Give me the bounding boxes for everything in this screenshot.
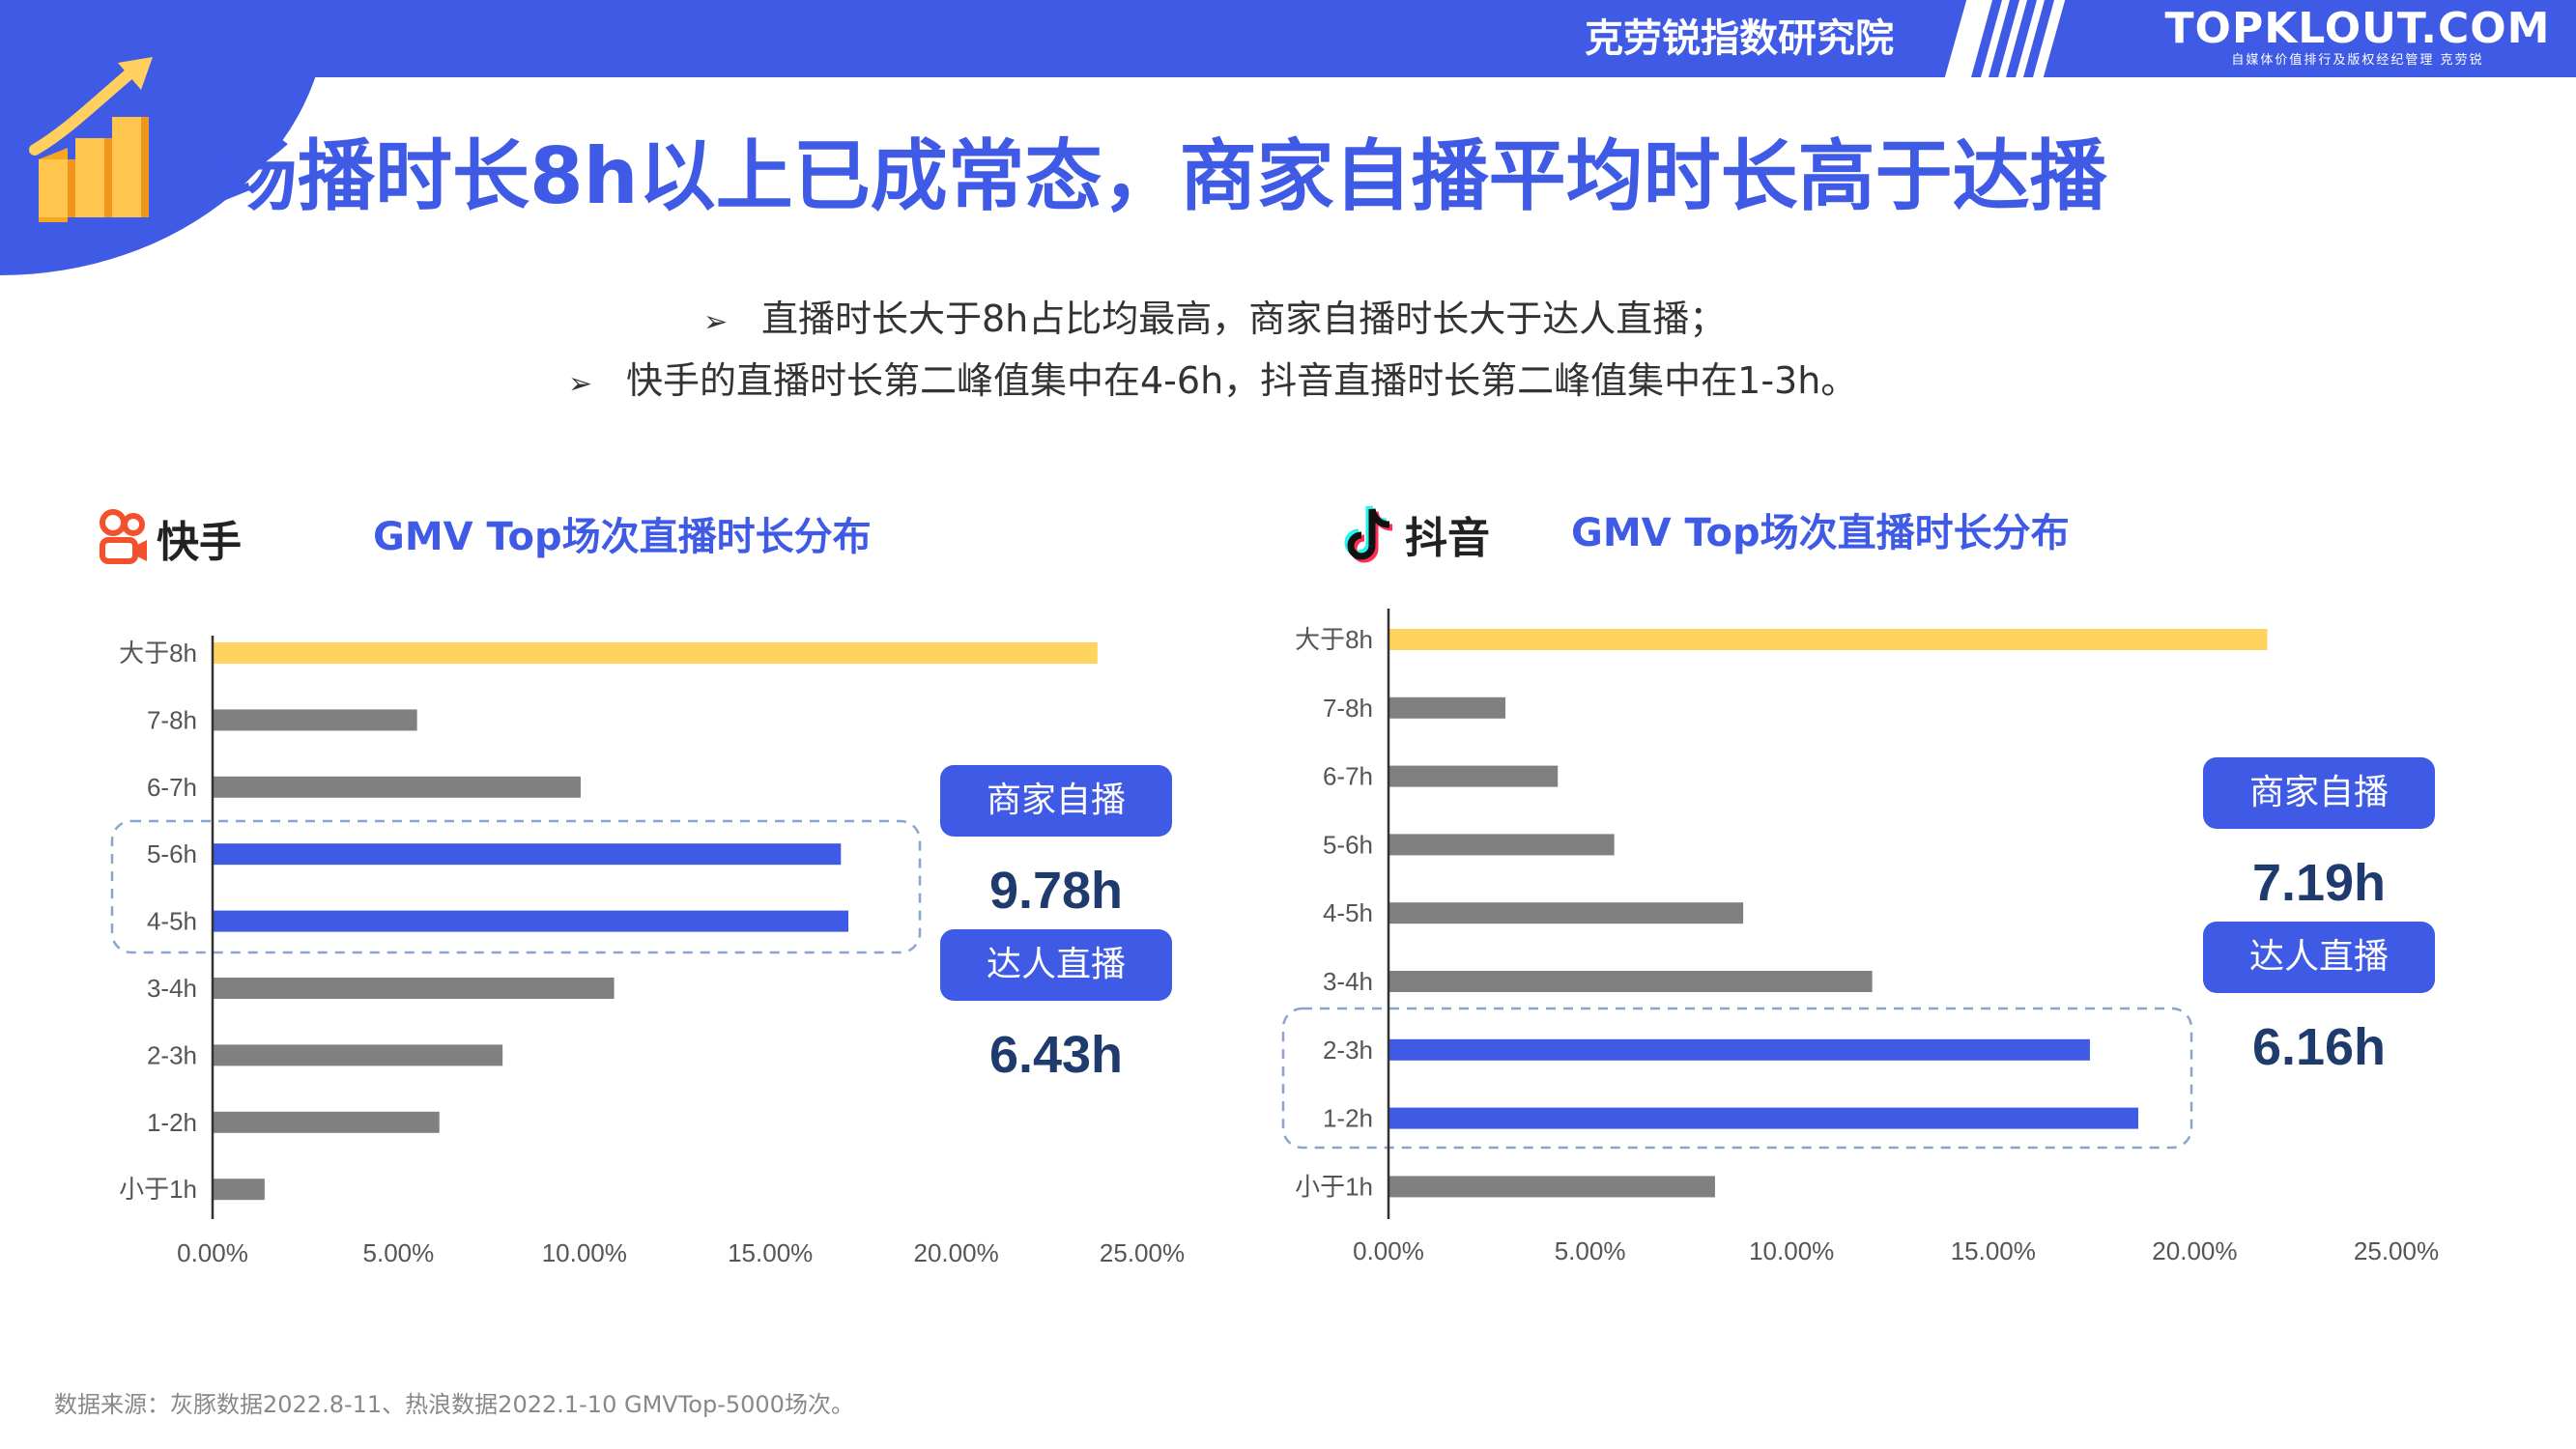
kuaishou-category-label: 7-8h [147,705,197,734]
douyin-platform-label: 抖音 [1343,500,1490,568]
kuaishou-highlight-box [110,819,922,954]
brand-logo: TOPKLOUT.COM 自媒体价值排行及版权经纪管理 克劳锐 [2164,6,2551,73]
kuaishou-bar-6 [213,1044,503,1066]
kuaishou-bar-0 [213,642,1098,664]
douyin-x-tick-label: 0.00% [1353,1236,1424,1265]
kuaishou-bar-8 [213,1179,265,1201]
douyin-bar-3 [1388,834,1615,856]
douyin-x-tick-label: 15.00% [1951,1236,2036,1265]
kuaishou-category-label: 大于8h [119,639,197,668]
douyin-category-label: 4-5h [1323,898,1373,927]
kuaishou-platform-name: 快手 [157,518,242,567]
kuaishou-bar-2 [213,776,581,798]
kuaishou-category-label: 3-4h [147,974,197,1003]
kuaishou-bar-1 [213,709,417,731]
bullet-item: ➢ 直播时长大于8h占比均最高，商家自播时长大于达人直播； [703,290,1726,352]
douyin-influencer-value: 6.16h [2251,1018,2387,1076]
kuaishou-logo-icon [100,509,147,564]
douyin-bar-8 [1388,1176,1715,1198]
douyin-bar-7 [1388,1107,2138,1129]
header-org-name: 克劳锐指数研究院 [1585,16,1894,61]
douyin-x-tick-label: 25.00% [2354,1236,2439,1265]
kuaishou-category-label: 4-5h [147,907,197,936]
douyin-bar-4 [1388,902,1744,924]
douyin-category-label: 1-2h [1323,1104,1373,1133]
kuaishou-category-label: 5-6h [147,839,197,868]
kuaishou-influencer-value: 6.43h [988,1026,1124,1084]
header-slash-decoration [1942,0,2066,87]
kuaishou-bar-7 [213,1111,440,1133]
douyin-category-label: 3-4h [1323,967,1373,996]
douyin-logo-icon [1344,505,1393,563]
douyin-bar-5 [1388,971,1873,992]
bullet-text: 直播时长大于8h占比均最高，商家自播时长大于达人直播； [761,298,1727,340]
kuaishou-category-label: 2-3h [147,1040,197,1069]
bullet-arrow-icon: ➢ [703,305,729,339]
kuaishou-influencer-badge: 达人直播 [940,929,1172,1001]
bullet-text: 快手的直播时长第二峰值集中在4-6h，抖音直播时长第二峰值集中在1-3h。 [626,359,1858,402]
kuaishou-x-tick-label: 20.00% [914,1238,999,1267]
douyin-x-tick-label: 20.00% [2152,1236,2237,1265]
douyin-category-label: 5-6h [1323,830,1373,859]
douyin-bar-1 [1388,696,1505,719]
douyin-platform-name: 抖音 [1405,514,1490,563]
bullet-arrow-icon: ➢ [568,367,593,401]
growth-chart-icon [29,57,153,222]
douyin-category-label: 2-3h [1323,1036,1373,1065]
brand-name: TOPKLOUT.COM [2164,4,2551,53]
data-source-note: 数据来源：灰豚数据2022.8-11、热浪数据2022.1-10 GMVTop-… [54,1391,854,1418]
kuaishou-x-tick-label: 10.00% [542,1238,627,1267]
page-title: 场播时长8h以上已成常态，商家自播平均时长高于达播 [220,131,2107,221]
douyin-bar-0 [1388,629,2268,650]
kuaishou-x-tick-label: 5.00% [363,1238,435,1267]
kuaishou-bar-4 [213,910,849,932]
douyin-x-tick-label: 5.00% [1555,1236,1626,1265]
kuaishou-x-tick-label: 0.00% [177,1238,248,1267]
kuaishou-bar-5 [213,978,615,999]
kuaishou-merchant-badge: 商家自播 [940,765,1172,837]
douyin-chart-title: GMV Top场次直播时长分布 [1571,511,2070,555]
douyin-merchant-badge: 商家自播 [2203,757,2435,829]
kuaishou-bar-3 [213,843,842,866]
kuaishou-category-label: 6-7h [147,773,197,802]
kuaishou-category-label: 小于1h [119,1175,197,1204]
douyin-highlight-box [1281,1007,2193,1150]
douyin-x-tick-label: 10.00% [1749,1236,1834,1265]
header-bar [0,0,2576,77]
douyin-bar-2 [1388,765,1559,787]
douyin-category-label: 小于1h [1295,1172,1373,1201]
kuaishou-x-tick-label: 15.00% [728,1238,813,1267]
douyin-category-label: 6-7h [1323,762,1373,791]
kuaishou-platform-label: 快手 [97,504,242,572]
kuaishou-chart-title: GMV Top场次直播时长分布 [373,515,872,559]
bullet-item: ➢ 快手的直播时长第二峰值集中在4-6h，抖音直播时长第二峰值集中在1-3h。 [568,352,1857,413]
douyin-category-label: 大于8h [1295,625,1373,654]
douyin-bar-6 [1388,1038,2090,1061]
kuaishou-x-tick-label: 25.00% [1100,1238,1185,1267]
kuaishou-category-label: 1-2h [147,1108,197,1137]
brand-tagline: 自媒体价值排行及版权经纪管理 克劳锐 [2231,53,2484,68]
douyin-merchant-value: 7.19h [2251,854,2387,912]
kuaishou-merchant-value: 9.78h [988,862,1124,920]
douyin-category-label: 7-8h [1323,694,1373,723]
douyin-influencer-badge: 达人直播 [2203,922,2435,993]
